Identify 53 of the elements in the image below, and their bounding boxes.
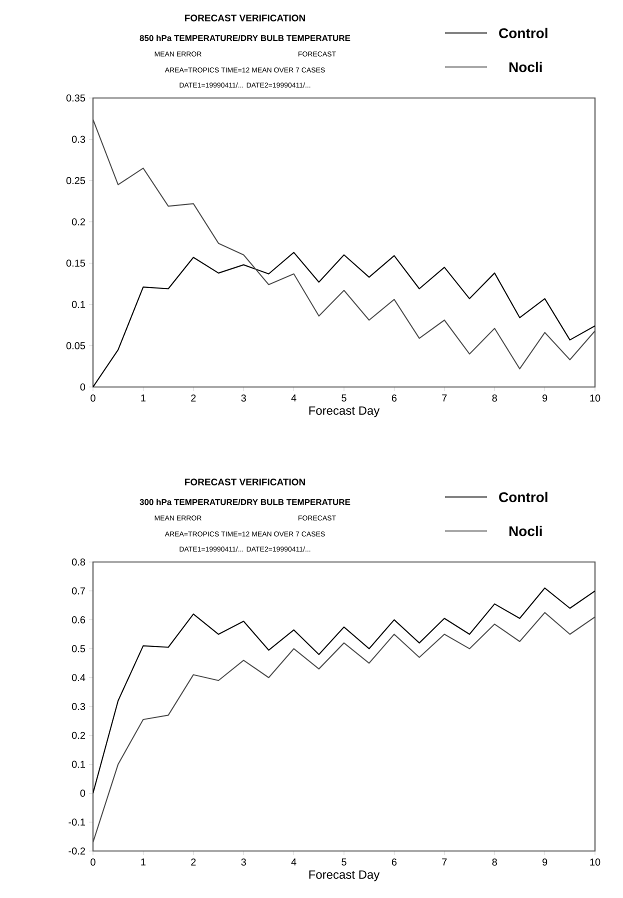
x-tick-label: 6 bbox=[392, 858, 397, 866]
y-tick-label: 0.8 bbox=[72, 558, 86, 566]
x-tick-label: 9 bbox=[542, 858, 548, 866]
x-tick-label: 2 bbox=[191, 858, 196, 866]
x-axis-title: Forecast Day bbox=[309, 870, 380, 882]
line-series bbox=[93, 587, 595, 794]
y-tick-label: 0.1 bbox=[72, 300, 85, 308]
y-tick-label: 0.1 bbox=[72, 760, 85, 768]
chart-title: FORECAST VERIFICATION bbox=[185, 478, 305, 486]
y-tick-label: 0.4 bbox=[72, 674, 86, 682]
legend-label: Control bbox=[499, 28, 548, 38]
x-tick-label: 5 bbox=[342, 394, 346, 402]
y-tick-label: -0.1 bbox=[68, 818, 85, 826]
y-tick-label: 0.3 bbox=[72, 136, 86, 143]
x-tick-label: 3 bbox=[241, 394, 246, 402]
y-tick-label: 0.2 bbox=[72, 732, 85, 739]
chart-subtitle: 850 hPa TEMPERATURE/DRY BULB TEMPERATURE bbox=[140, 34, 350, 42]
y-tick-label: 0.2 bbox=[72, 218, 85, 226]
x-tick-label: 10 bbox=[590, 858, 600, 866]
x-axis-title: Forecast Day bbox=[309, 406, 380, 418]
y-tick-label: 0.25 bbox=[66, 177, 86, 184]
x-tick-label: 5 bbox=[342, 858, 346, 866]
chart-subtitle: 300 hPa TEMPERATURE/DRY BULB TEMPERATURE bbox=[140, 498, 350, 506]
x-tick-label: 8 bbox=[492, 858, 497, 866]
y-tick-label: 0 bbox=[80, 790, 86, 797]
y-tick-label: -0.2 bbox=[68, 847, 85, 855]
line-series bbox=[93, 252, 595, 388]
y-tick-label: 0.7 bbox=[72, 587, 85, 594]
legend-label: Control bbox=[499, 492, 548, 502]
x-tick-label: 4 bbox=[291, 394, 296, 402]
y-tick-label: 0.3 bbox=[72, 702, 86, 710]
y-tick-label: 0.5 bbox=[72, 645, 86, 652]
y-tick-label: 0 bbox=[80, 383, 86, 391]
legend-label: Nocli bbox=[509, 62, 542, 72]
y-tick-label: 0.15 bbox=[66, 260, 86, 267]
y-tick-label: 0.05 bbox=[66, 342, 86, 350]
x-tick-label: 1 bbox=[141, 858, 146, 866]
x-tick-label: 1 bbox=[141, 394, 146, 402]
x-tick-label: 3 bbox=[241, 858, 246, 866]
legend-label: Nocli bbox=[509, 526, 542, 536]
x-tick-label: 8 bbox=[492, 394, 497, 402]
x-tick-label: 7 bbox=[442, 394, 447, 402]
chart-title: FORECAST VERIFICATION bbox=[185, 14, 305, 22]
x-tick-label: 2 bbox=[191, 394, 196, 402]
y-tick-label: 0.6 bbox=[72, 616, 86, 624]
x-tick-label: 0 bbox=[90, 394, 96, 402]
y-tick-label: 0.35 bbox=[66, 94, 86, 102]
x-tick-label: 9 bbox=[542, 394, 548, 402]
x-tick-label: 4 bbox=[291, 858, 296, 866]
x-tick-label: 10 bbox=[590, 394, 600, 402]
x-tick-label: 6 bbox=[392, 394, 397, 402]
x-tick-label: 0 bbox=[90, 858, 96, 866]
x-tick-label: 7 bbox=[442, 858, 447, 866]
